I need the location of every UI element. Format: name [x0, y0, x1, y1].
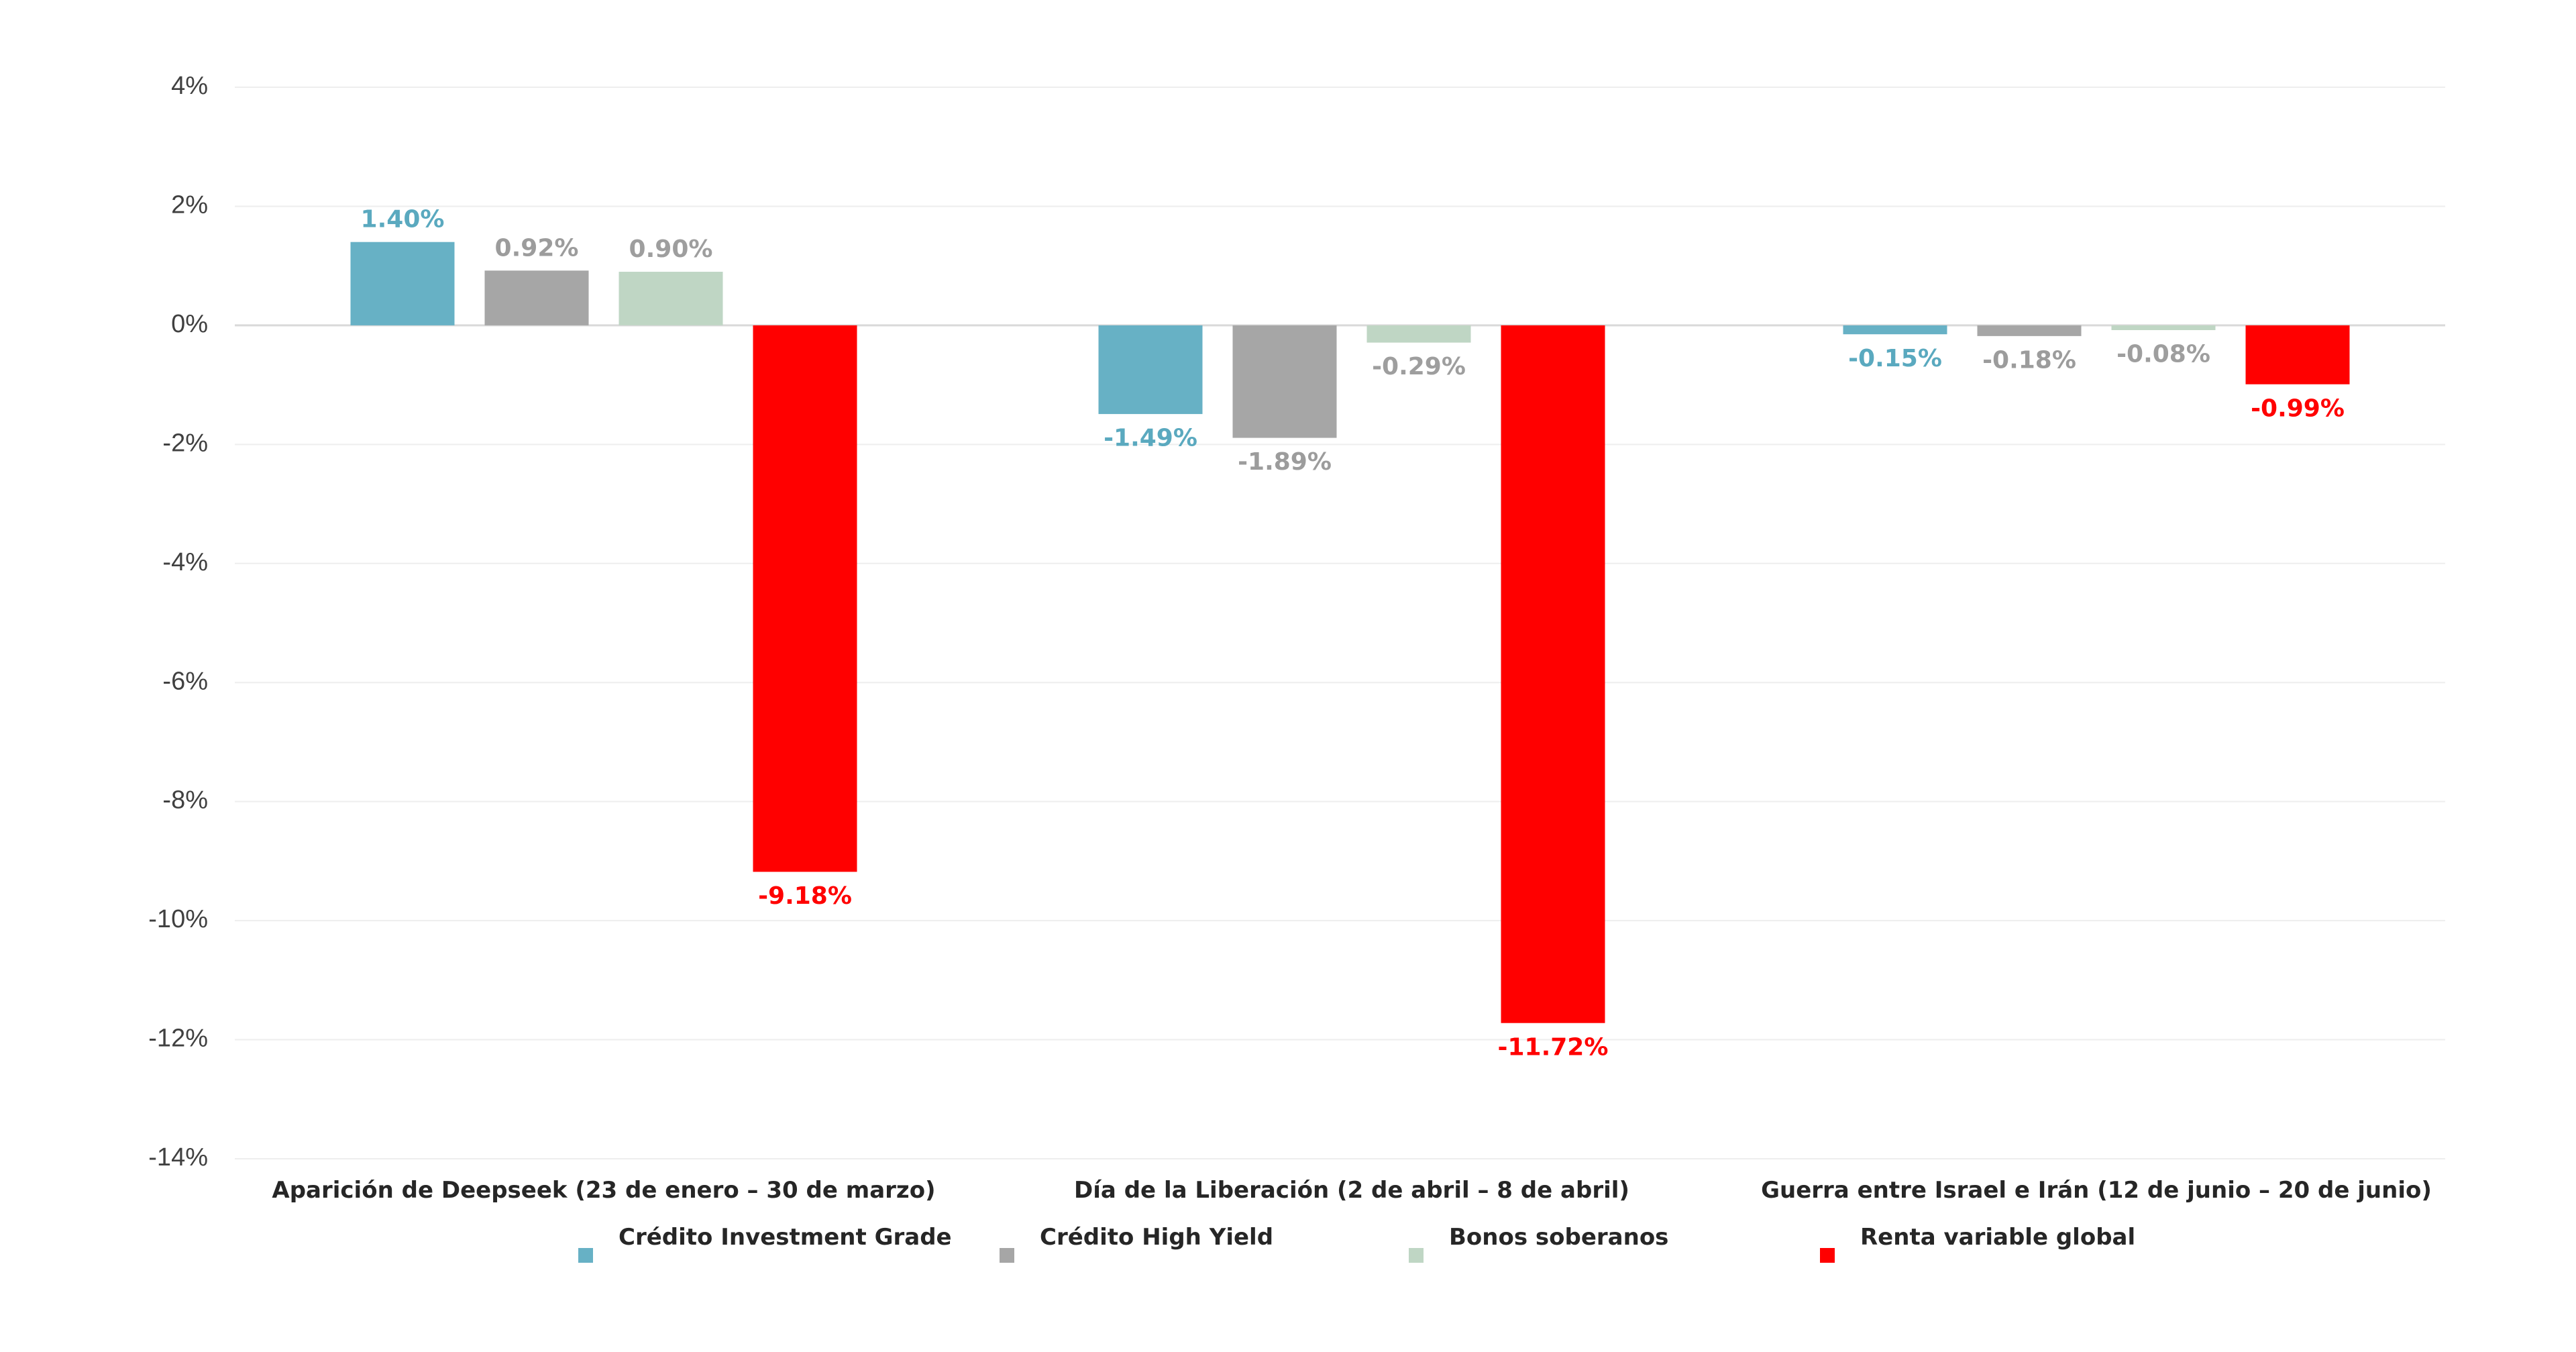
data-label: -0.15% [1848, 345, 1942, 372]
bar [350, 242, 455, 325]
legend: Crédito Investment Grade Crédito High Yie… [578, 1224, 2135, 1263]
legend-label: Crédito High Yield [1040, 1224, 1273, 1251]
bar [1843, 325, 1947, 335]
category-label: Guerra entre Israel e Irán (12 de junio … [1761, 1177, 2432, 1204]
gridlines [235, 87, 2445, 1159]
y-tick-label: -2% [162, 429, 208, 457]
y-tick-label: 0% [171, 310, 208, 338]
category-label: Día de la Liberación (2 de abril – 8 de … [1074, 1177, 1629, 1204]
data-label: -1.89% [1238, 448, 1332, 476]
legend-label: Crédito Investment Grade [619, 1224, 952, 1251]
data-label: -0.29% [1372, 353, 1466, 380]
bar [619, 272, 723, 325]
y-tick-label: 2% [171, 191, 208, 219]
data-label: 0.92% [495, 234, 579, 262]
bar [753, 325, 857, 872]
category-labels: Aparición de Deepseek (23 de enero – 30 … [272, 1177, 2432, 1204]
y-tick-label: -14% [148, 1143, 208, 1172]
bar [1977, 325, 2082, 336]
category-label: Aparición de Deepseek (23 de enero – 30 … [272, 1177, 935, 1204]
legend-label: Bonos soberanos [1449, 1224, 1668, 1251]
legend-swatch [1820, 1248, 1835, 1263]
bar [1501, 325, 1605, 1023]
data-label: 0.90% [629, 236, 713, 263]
y-tick-label: -4% [162, 548, 208, 576]
legend-label: Renta variable global [1860, 1224, 2135, 1251]
data-label: -0.99% [2251, 395, 2345, 422]
bar [1098, 325, 1203, 415]
data-label: -1.49% [1104, 425, 1197, 452]
legend-swatch [1000, 1248, 1014, 1263]
bar [1366, 325, 1471, 343]
bars [350, 242, 2350, 1023]
legend-swatch [1409, 1248, 1424, 1263]
bar [2111, 325, 2216, 330]
data-label: -9.18% [758, 882, 852, 910]
legend-swatch [578, 1248, 593, 1263]
y-tick-label: -8% [162, 786, 208, 815]
bar [2245, 325, 2350, 384]
y-tick-label: -12% [148, 1025, 208, 1053]
data-labels: 1.40% -1.49% -0.15% 0.92% -1.89% -0.18% 0.90% -… [361, 206, 2345, 1061]
data-label: -0.18% [1982, 346, 2076, 374]
data-label: -0.08% [2116, 341, 2210, 368]
bar [484, 270, 589, 325]
y-tick-label: -6% [162, 667, 208, 695]
y-axis-tick-labels: 4% 2% 0% -2% -4% -6% -8% -10% -12% -14% [148, 72, 208, 1172]
data-label: 1.40% [361, 206, 445, 233]
y-tick-label: 4% [171, 72, 208, 100]
y-tick-label: -10% [148, 905, 208, 933]
data-label: -11.72% [1498, 1033, 1609, 1061]
bar [1232, 325, 1337, 438]
